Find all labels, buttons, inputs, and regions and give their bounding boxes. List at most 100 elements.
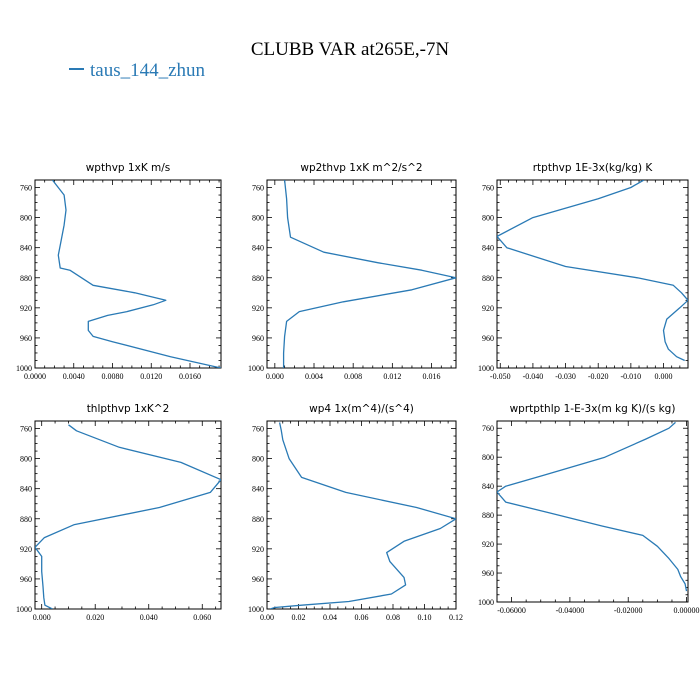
plot-frame — [496, 179, 689, 369]
x-tick-label: 0.0040 — [63, 372, 85, 381]
panel-title: wprtpthlp 1-E-3x(m kg K)/(s kg) — [510, 403, 676, 415]
x-tick-label: -0.010 — [621, 372, 642, 381]
y-tick-label: 960 — [252, 575, 264, 584]
panel-title: thlpthvp 1xK^2 — [87, 403, 170, 415]
series-line-taus_144_zhun — [51, 180, 221, 368]
chart-panel-3: rtpthvp 1E-3x(kg/kg) K 760 800 840 880 920 960… — [478, 162, 689, 381]
x-tick-label: 0.004 — [305, 372, 323, 381]
x-tick-label: 0.0160 — [179, 372, 201, 381]
plot-frame — [266, 179, 457, 369]
y-tick-label: 880 — [20, 515, 32, 524]
chart-panel-4: thlpthvp 1xK^2 760 800 840 880 920 960 10000.00… — [16, 403, 222, 622]
y-tick-label: 920 — [20, 545, 32, 554]
y-tick-label: 880 — [482, 511, 494, 520]
series-line-taus_144_zhun — [282, 180, 456, 368]
x-tick-label: 0.000 — [33, 613, 51, 622]
x-tick-label: 0.00 — [260, 613, 274, 622]
plot-frame — [266, 420, 457, 610]
y-tick-label: 800 — [482, 214, 494, 223]
chart-panel-5: wp4 1x(m^4)/(s^4)76080084088092096010000… — [248, 403, 463, 622]
series-line-taus_144_zhun — [35, 424, 221, 609]
y-tick-label: 880 — [20, 274, 32, 283]
x-tick-label: -0.02000 — [614, 606, 643, 615]
y-tick-label: 960 — [482, 334, 494, 343]
y-tick-label: 920 — [482, 540, 494, 549]
y-tick-label: 920 — [20, 304, 32, 313]
series-line-taus_144_zhun — [497, 180, 688, 362]
y-tick-label: 1000 — [16, 605, 32, 614]
y-tick-label: 800 — [20, 214, 32, 223]
chart-panel-2: wp2thvp 1xK m^2/s^2 760 800 840 880 920 960 100… — [248, 162, 457, 381]
y-tick-label: 840 — [482, 244, 494, 253]
x-tick-label: 0.10 — [418, 613, 432, 622]
y-tick-label: 1000 — [248, 605, 264, 614]
chart-panel-6: wprtpthlp 1-E-3x(m kg K)/(s kg) 760 800 840… — [478, 403, 700, 615]
y-tick-label: 760 — [20, 184, 32, 193]
x-tick-label: -0.050 — [490, 372, 511, 381]
x-tick-label: 0.060 — [193, 613, 211, 622]
x-tick-label: 0.00000 — [674, 606, 700, 615]
y-tick-label: 920 — [252, 304, 264, 313]
y-tick-label: 1000 — [248, 364, 264, 373]
x-tick-label: 0.008 — [344, 372, 362, 381]
y-tick-label: 760 — [482, 184, 494, 193]
y-tick-label: 1000 — [478, 364, 494, 373]
y-tick-label: 800 — [482, 453, 494, 462]
chart-panel-1: wpthvp 1xK m/s76080084088092096010000.00… — [16, 162, 222, 381]
x-tick-label: -0.06000 — [497, 606, 526, 615]
y-tick-label: 800 — [252, 455, 264, 464]
x-tick-label: 0.000 — [655, 372, 673, 381]
y-tick-label: 960 — [20, 334, 32, 343]
x-tick-label: 0.06 — [355, 613, 369, 622]
panel-title: rtpthvp 1E-3x(kg/kg) K — [533, 162, 654, 174]
y-tick-label: 880 — [252, 274, 264, 283]
x-tick-label: -0.040 — [523, 372, 544, 381]
x-tick-label: 0.040 — [140, 613, 158, 622]
plot-frame — [34, 420, 222, 610]
y-tick-label: 840 — [20, 485, 32, 494]
y-tick-label: 920 — [252, 545, 264, 554]
y-tick-label: 840 — [252, 244, 264, 253]
x-tick-label: 0.0080 — [102, 372, 124, 381]
y-tick-label: 840 — [20, 244, 32, 253]
y-tick-label: 960 — [252, 334, 264, 343]
legend-label: taus_144_zhun — [90, 60, 206, 81]
x-tick-label: 0.12 — [449, 613, 463, 622]
y-tick-label: 800 — [20, 455, 32, 464]
y-tick-label: 800 — [252, 214, 264, 223]
y-tick-label: 960 — [20, 575, 32, 584]
y-tick-label: 760 — [252, 425, 264, 434]
x-tick-label: 0.0120 — [140, 372, 162, 381]
panel-title: wp4 1x(m^4)/(s^4) — [309, 403, 414, 415]
x-tick-label: -0.04000 — [556, 606, 585, 615]
x-tick-label: 0.08 — [386, 613, 400, 622]
panel-title: wpthvp 1xK m/s — [86, 162, 171, 174]
y-tick-label: 1000 — [478, 598, 494, 607]
x-tick-label: 0.02 — [292, 613, 306, 622]
y-tick-label: 960 — [482, 569, 494, 578]
x-tick-label: 0.020 — [86, 613, 104, 622]
y-tick-label: 760 — [482, 424, 494, 433]
y-tick-label: 760 — [252, 184, 264, 193]
figure-legend: taus_144_zhun — [69, 60, 206, 81]
panel-grid: wpthvp 1xK m/s76080084088092096010000.00… — [16, 162, 700, 622]
series-line-taus_144_zhun — [269, 422, 456, 609]
y-tick-label: 880 — [482, 274, 494, 283]
y-tick-label: 1000 — [16, 364, 32, 373]
y-tick-label: 840 — [252, 485, 264, 494]
x-tick-label: 0.012 — [383, 372, 401, 381]
x-tick-label: 0.0000 — [24, 372, 46, 381]
figure-title: CLUBB VAR at265E,-7N — [251, 39, 450, 60]
panel-title: wp2thvp 1xK m^2/s^2 — [300, 162, 422, 174]
x-tick-label: 0.04 — [323, 613, 337, 622]
series-line-taus_144_zhun — [497, 421, 688, 592]
x-tick-label: 0.000 — [266, 372, 284, 381]
plot-frame — [496, 420, 689, 603]
y-tick-label: 760 — [20, 425, 32, 434]
y-tick-label: 920 — [482, 304, 494, 313]
x-tick-label: -0.020 — [588, 372, 609, 381]
y-tick-label: 840 — [482, 482, 494, 491]
y-tick-label: 880 — [252, 515, 264, 524]
x-tick-label: 0.016 — [423, 372, 441, 381]
